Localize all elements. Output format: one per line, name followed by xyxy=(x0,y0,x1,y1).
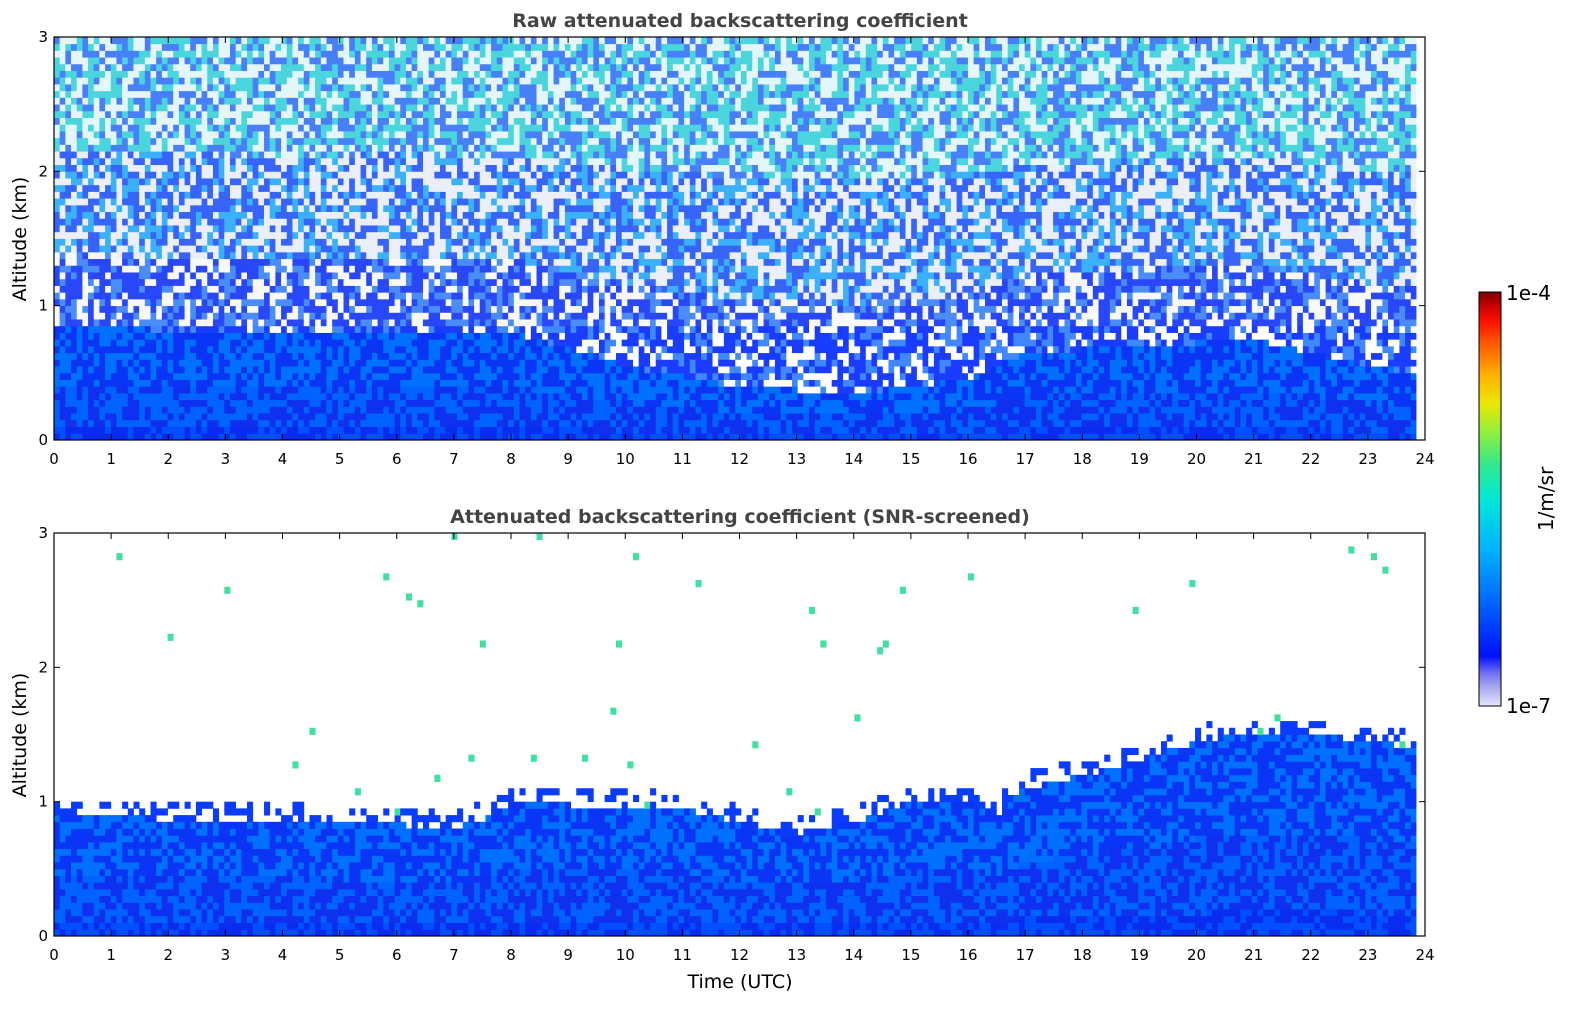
x-tick-label: 4 xyxy=(278,450,288,468)
y-tick-label: 2 xyxy=(38,658,48,676)
x-tick-label: 5 xyxy=(335,946,345,964)
x-tick-label: 17 xyxy=(1016,946,1035,964)
colorbar-min-label: 1e-7 xyxy=(1506,694,1551,718)
x-tick-label: 15 xyxy=(901,450,920,468)
x-tick-label: 12 xyxy=(730,450,749,468)
x-tick-label: 8 xyxy=(506,946,516,964)
x-tick-label: 5 xyxy=(335,450,345,468)
x-tick-label: 3 xyxy=(221,946,231,964)
x-tick-label: 14 xyxy=(844,450,863,468)
panel-screened-x-axis-label: Time (UTC) xyxy=(686,971,792,993)
colorbar-scale xyxy=(1478,291,1502,707)
panel-raw-y-ticks: 0 1 2 3 xyxy=(38,28,1425,449)
panel-screened-title: Attenuated backscattering coefficient (S… xyxy=(450,506,1030,528)
x-tick-label: 16 xyxy=(958,946,977,964)
y-tick-label: 1 xyxy=(38,297,48,315)
panel-raw-plot-area xyxy=(54,37,1417,440)
x-tick-label: 19 xyxy=(1130,946,1149,964)
x-tick-label: 11 xyxy=(673,946,692,964)
x-tick-label: 18 xyxy=(1073,450,1092,468)
panel-raw: Raw attenuated backscattering coefficien… xyxy=(9,10,1435,468)
x-tick-label: 16 xyxy=(958,450,977,468)
panel-raw-x-ticks: 0 1 2 3 4 5 6 7 8 9 10 11 12 13 14 15 16 17 18 19 20 21 22 23 24 xyxy=(49,37,1435,468)
colorbar-max-label: 1e-4 xyxy=(1506,281,1551,305)
y-tick-label: 0 xyxy=(38,927,48,945)
x-tick-label: 8 xyxy=(506,450,516,468)
y-tick-label: 3 xyxy=(38,524,48,542)
x-tick-label: 21 xyxy=(1244,946,1263,964)
x-tick-label: 23 xyxy=(1358,946,1377,964)
x-tick-label: 13 xyxy=(787,946,806,964)
x-tick-label: 14 xyxy=(844,946,863,964)
x-tick-label: 1 xyxy=(106,450,116,468)
colorbar: 1e-4 1e-7 1/m/sr xyxy=(1478,281,1558,718)
backscatter-field xyxy=(54,533,1417,936)
x-tick-label: 19 xyxy=(1130,450,1149,468)
x-tick-label: 9 xyxy=(563,450,573,468)
panel-screened-y-axis-label: Altitude (km) xyxy=(9,673,31,798)
x-tick-label: 18 xyxy=(1073,946,1092,964)
x-tick-label: 0 xyxy=(49,946,59,964)
x-tick-label: 15 xyxy=(901,946,920,964)
panel-raw-y-axis-label: Altitude (km) xyxy=(9,177,31,302)
x-tick-label: 4 xyxy=(278,946,288,964)
x-tick-label: 20 xyxy=(1187,946,1206,964)
x-tick-label: 2 xyxy=(163,946,173,964)
x-tick-label: 22 xyxy=(1301,946,1320,964)
y-tick-label: 1 xyxy=(38,793,48,811)
x-tick-label: 24 xyxy=(1415,450,1434,468)
panel-screened-plot-area xyxy=(54,533,1417,936)
x-tick-label: 22 xyxy=(1301,450,1320,468)
x-tick-label: 0 xyxy=(49,450,59,468)
x-tick-label: 1 xyxy=(106,946,116,964)
colorbar-units-label: 1/m/sr xyxy=(1534,466,1558,531)
x-tick-label: 2 xyxy=(163,450,173,468)
x-tick-label: 21 xyxy=(1244,450,1263,468)
x-tick-label: 9 xyxy=(563,946,573,964)
x-tick-label: 13 xyxy=(787,450,806,468)
backscatter-field xyxy=(54,37,1417,440)
x-tick-label: 10 xyxy=(616,946,635,964)
y-tick-label: 2 xyxy=(38,162,48,180)
x-tick-label: 17 xyxy=(1016,450,1035,468)
y-tick-label: 0 xyxy=(38,431,48,449)
y-tick-label: 3 xyxy=(38,28,48,46)
panel-screened-x-ticks: 0 1 2 3 4 5 6 7 8 9 10 11 12 13 14 15 16 17 18 19 20 21 22 23 24 xyxy=(49,533,1435,964)
panel-raw-title: Raw attenuated backscattering coefficien… xyxy=(512,10,968,32)
panel-screened-y-ticks: 0 1 2 3 xyxy=(38,524,1425,945)
x-tick-label: 12 xyxy=(730,946,749,964)
x-tick-label: 20 xyxy=(1187,450,1206,468)
x-tick-label: 3 xyxy=(221,450,231,468)
panel-screened: Attenuated backscattering coefficient (S… xyxy=(9,506,1435,993)
x-tick-label: 6 xyxy=(392,946,402,964)
x-tick-label: 23 xyxy=(1358,450,1377,468)
x-tick-label: 7 xyxy=(449,450,459,468)
x-tick-label: 7 xyxy=(449,946,459,964)
x-tick-label: 10 xyxy=(616,450,635,468)
x-tick-label: 24 xyxy=(1415,946,1434,964)
x-tick-label: 6 xyxy=(392,450,402,468)
x-tick-label: 11 xyxy=(673,450,692,468)
